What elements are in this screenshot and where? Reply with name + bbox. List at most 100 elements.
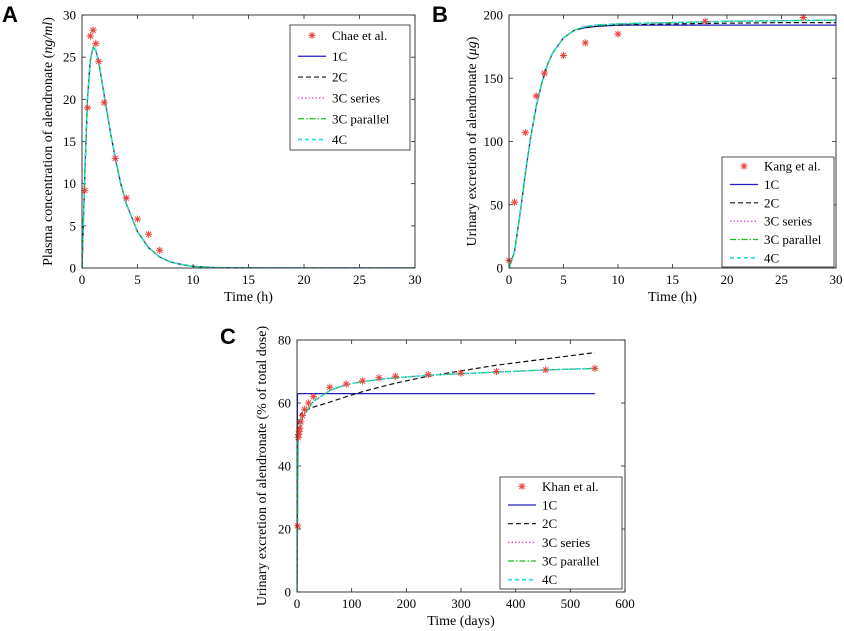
y-tick-label: 100 — [484, 134, 504, 149]
data-point — [492, 367, 501, 376]
x-axis-label: Time (days) — [427, 614, 495, 629]
y-axis-label-units: ng/ml — [41, 22, 56, 54]
axes-box — [81, 14, 416, 269]
legend-label: 1C — [542, 498, 557, 513]
data-point — [309, 393, 317, 401]
x-tick-label: 0 — [79, 272, 86, 287]
y-axis-label: Urinary excretion of alendronate (μg) — [465, 36, 480, 246]
data-point-stroke — [297, 419, 304, 425]
x-tick-label: 30 — [409, 272, 422, 287]
y-tick-label: 80 — [278, 333, 291, 348]
data-point — [359, 377, 367, 385]
data-point — [614, 30, 622, 38]
data-point-stroke — [359, 378, 366, 384]
data-point — [326, 383, 334, 391]
y-tick-label: 50 — [490, 197, 503, 212]
data-point-stroke — [493, 368, 500, 375]
x-tick-label: 5 — [560, 272, 567, 287]
legend-label: 4C — [542, 572, 557, 587]
y-axis-label-main: Urinary excretion of alendronate ( — [465, 55, 480, 247]
data-point — [111, 154, 119, 162]
legend-label: 3C series — [542, 535, 590, 550]
data-point — [301, 405, 309, 413]
data-point-stroke — [296, 425, 303, 432]
y-tick-label: 15 — [63, 134, 76, 149]
panel-label-c: C — [220, 324, 236, 349]
legend-marker-data — [740, 162, 748, 170]
data-point — [521, 129, 529, 137]
data-point — [294, 434, 302, 442]
data-point-stroke — [81, 187, 88, 194]
legend-box — [499, 476, 623, 590]
data-point-stroke — [542, 367, 549, 373]
legend-label: Kang et al. — [764, 159, 821, 174]
data-point — [342, 380, 350, 388]
data-point-stroke — [511, 199, 518, 206]
data-point — [95, 57, 103, 65]
data-point — [424, 371, 432, 379]
legend-label: 2C — [764, 195, 779, 210]
x-axis-label: Time (h) — [648, 290, 697, 305]
y-axis-label-main: Urinary excretion of alendronate (% of t… — [255, 326, 270, 607]
x-axis-label: Time (h) — [224, 290, 273, 305]
data-point — [540, 69, 549, 77]
data-point-stroke — [458, 370, 464, 376]
x-tick-label: 0 — [506, 272, 513, 287]
x-tick-label: 0 — [294, 596, 301, 611]
y-tick-label: 60 — [278, 396, 291, 411]
legend-label: 2C — [332, 70, 347, 85]
legend: Khan et al. 1C 2C 3C series 3C parallel 4C — [499, 476, 623, 590]
data-point-stroke — [560, 52, 567, 59]
data-point-stroke — [376, 374, 382, 381]
data-point — [375, 374, 383, 382]
legend-label: 3C parallel — [764, 232, 822, 247]
x-tick-label: 25 — [775, 272, 788, 287]
data-point — [391, 372, 399, 380]
data-point — [81, 186, 89, 195]
data-point-stroke — [541, 70, 548, 77]
data-point — [83, 104, 92, 112]
data-point-stroke — [92, 40, 99, 47]
y-tick-label: 40 — [278, 459, 291, 474]
data-point-stroke — [101, 99, 108, 106]
data-point — [542, 366, 550, 374]
legend-marker-data — [308, 31, 316, 40]
chart-panel-c: 0 100 200 300 400 500 600 0 20 40 60 80 Time (days) U… — [220, 324, 635, 629]
data-point-stroke — [156, 247, 163, 254]
y-axis-label-units: μg — [465, 41, 480, 56]
data-point-stroke — [392, 373, 399, 380]
y-axis-label-main: Plasma concentration of alendronate ( — [41, 53, 56, 266]
legend-label: 1C — [764, 177, 779, 192]
data-point-stroke — [522, 129, 529, 136]
data-point-stroke — [90, 27, 96, 34]
data-point — [510, 198, 519, 206]
x-tick-label: 15 — [666, 272, 679, 287]
data-point-stroke — [145, 231, 152, 238]
data-point-stroke — [87, 33, 94, 39]
legend: Kang et al. 1C 2C 3C series 3C parallel 4C — [721, 156, 835, 268]
legend-marker-data-stroke — [741, 163, 747, 170]
x-tick-label: 600 — [615, 596, 635, 611]
legend-label: 2C — [542, 516, 557, 531]
legend-label: 4C — [764, 250, 779, 265]
data-point-stroke — [305, 400, 312, 406]
data-point — [156, 246, 164, 254]
panel-label-b: B — [432, 2, 448, 27]
x-tick-label: 300 — [451, 596, 471, 611]
legend-marker-data-stroke — [309, 32, 315, 39]
legend-label: 3C series — [332, 90, 380, 105]
data-point-stroke — [582, 39, 589, 46]
data-point-stroke — [533, 93, 540, 99]
legend-label: 3C parallel — [332, 111, 390, 126]
data-point — [457, 369, 465, 377]
legend-marker-data-stroke — [519, 483, 525, 490]
data-point — [591, 364, 599, 372]
x-tick-label: 400 — [506, 596, 526, 611]
legend-label: Khan et al. — [542, 479, 599, 494]
legend-label: Chae et al. — [332, 28, 387, 43]
data-point-stroke — [301, 406, 308, 413]
legend-box — [289, 24, 411, 151]
x-tick-label: 200 — [397, 596, 417, 611]
data-point — [297, 418, 305, 426]
